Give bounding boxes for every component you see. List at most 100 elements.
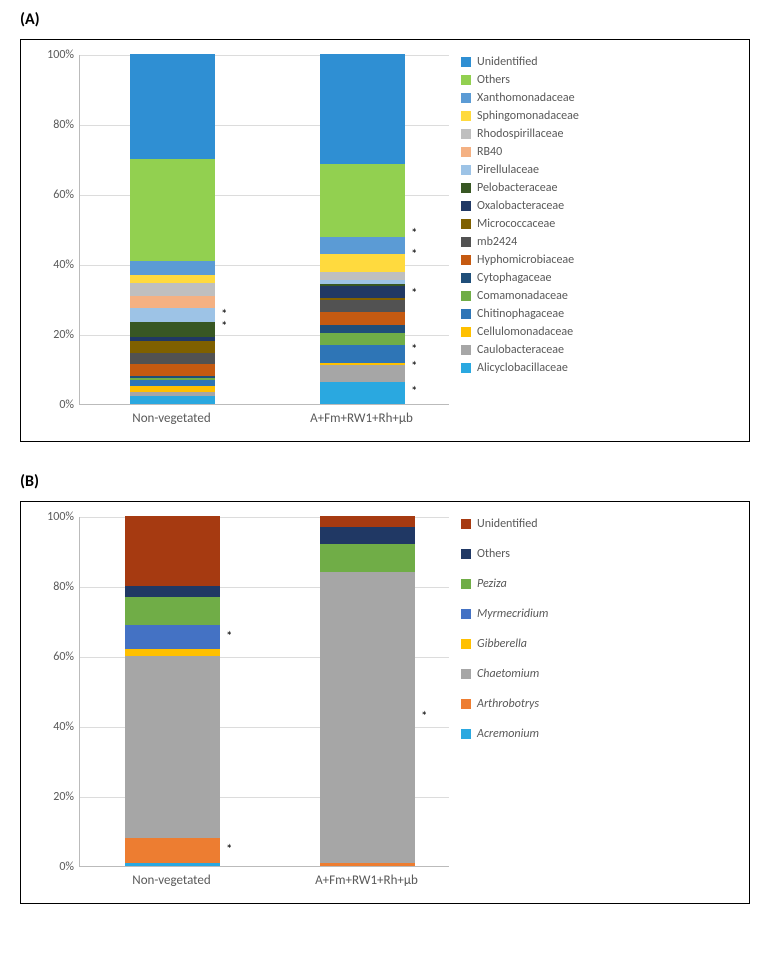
legend-swatch: [461, 237, 471, 247]
asterisk: *: [411, 360, 417, 375]
legend-swatch: [461, 111, 471, 121]
y-tick-label: 40%: [53, 258, 80, 272]
legend-item: Unidentified: [461, 55, 579, 69]
asterisk: *: [226, 843, 232, 858]
segment-chaetomium: [320, 572, 415, 863]
legend-label: Others: [477, 547, 510, 561]
segment-arthrobotrys: [320, 863, 415, 867]
legend-item: Hyphomicrobiaceae: [461, 253, 579, 267]
legend-label: Others: [477, 73, 510, 87]
segment-caulobacteraceae: [320, 365, 405, 381]
segment-peziza: [320, 544, 415, 572]
legend-item: Chaetomium: [461, 667, 548, 681]
segment-rhodospirillaceae: [130, 283, 215, 297]
panel-a-label: (A): [0, 0, 770, 34]
legend-item: Unidentified: [461, 517, 548, 531]
legend-label: Rhodospirillaceae: [477, 127, 564, 141]
segment-micrococcaceae: [130, 341, 215, 353]
segment-alicyclobacillaceae: [320, 382, 405, 404]
bar-1: [320, 516, 415, 866]
legend-swatch: [461, 291, 471, 301]
panel-b-label: (B): [0, 462, 770, 496]
legend-item: Gibberella: [461, 637, 548, 651]
legend-label: Hyphomicrobiaceae: [477, 253, 574, 267]
x-category-label: A+Fm+RW1+Rh+µb: [315, 873, 418, 888]
legend-item: Caulobacteraceae: [461, 343, 579, 357]
legend-label: Alicyclobacillaceae: [477, 361, 568, 375]
legend-item: Chitinophagaceae: [461, 307, 579, 321]
legend-item: Others: [461, 73, 579, 87]
legend-item: Pirellulaceae: [461, 163, 579, 177]
segment-alicyclobacillaceae: [130, 396, 215, 404]
segment-arthrobotrys: [125, 838, 220, 863]
legend-label: RB40: [477, 145, 502, 159]
y-tick-label: 20%: [53, 328, 80, 342]
legend-swatch: [461, 363, 471, 373]
legend-swatch: [461, 183, 471, 193]
legend-swatch: [461, 165, 471, 175]
segment-sphingomonadaceae: [130, 275, 215, 283]
legend-swatch: [461, 147, 471, 157]
legend-label: Peziza: [477, 577, 507, 591]
legend-label: Arthrobotrys: [477, 697, 539, 711]
segment-unidentified: [130, 54, 215, 159]
asterisk: *: [411, 248, 417, 263]
y-tick-label: 100%: [47, 48, 80, 62]
segment-unidentified: [320, 516, 415, 527]
legend-label: Pirellulaceae: [477, 163, 539, 177]
legend-item: Xanthomonadaceae: [461, 91, 579, 105]
legend-item: Sphingomonadaceae: [461, 109, 579, 123]
y-tick-label: 0%: [59, 860, 80, 874]
legend-swatch: [461, 309, 471, 319]
chart-b-plot: 0%20%40%60%80%100%*** Non-vegetatedA+Fm+…: [79, 517, 449, 893]
segment-chaetomium: [125, 656, 220, 838]
x-category-label: Non-vegetated: [132, 411, 210, 426]
segment-pirellulaceae: [130, 308, 215, 322]
legend-label: Acremonium: [477, 727, 539, 741]
legend-label: Sphingomonadaceae: [477, 109, 579, 123]
legend-item: Myrmecridium: [461, 607, 548, 621]
segment-myrmecridium: [125, 625, 220, 650]
segment-mb2424: [320, 300, 405, 312]
legend-item: Acremonium: [461, 727, 548, 741]
segment-acremonium: [125, 863, 220, 867]
legend-label: Unidentified: [477, 517, 538, 531]
segment-unidentified: [125, 516, 220, 586]
segment-cytophagaceae: [320, 325, 405, 333]
legend-item: Rhodospirillaceae: [461, 127, 579, 141]
segment-rb40: [130, 296, 215, 308]
legend-item: Comamonadaceae: [461, 289, 579, 303]
legend-swatch: [461, 729, 471, 739]
legend-item: Oxalobacteraceae: [461, 199, 579, 213]
segment-others: [320, 527, 415, 545]
legend-item: Cellulomonadaceae: [461, 325, 579, 339]
legend-label: Cytophagaceae: [477, 271, 551, 285]
x-category-label: A+Fm+RW1+Rh+µb: [310, 411, 413, 426]
legend-item: Alicyclobacillaceae: [461, 361, 579, 375]
asterisk: *: [221, 319, 227, 334]
y-tick-label: 80%: [53, 580, 80, 594]
legend-swatch: [461, 549, 471, 559]
legend-item: RB40: [461, 145, 579, 159]
bar-1: [320, 54, 405, 404]
segment-unidentified: [320, 54, 405, 164]
y-tick-label: 60%: [53, 188, 80, 202]
legend-label: Comamonadaceae: [477, 289, 568, 303]
segment-xanthomonadaceae: [130, 261, 215, 275]
segment-others: [320, 164, 405, 237]
legend-label: Unidentified: [477, 55, 538, 69]
asterisk: *: [411, 384, 417, 399]
legend-label: Xanthomonadaceae: [477, 91, 575, 105]
asterisk: *: [411, 227, 417, 242]
segment-hyphomicrobiaceae: [320, 312, 405, 324]
legend-swatch: [461, 255, 471, 265]
legend-swatch: [461, 639, 471, 649]
y-tick-label: 20%: [53, 790, 80, 804]
bar-0: [130, 54, 215, 404]
legend-label: Chitinophagaceae: [477, 307, 564, 321]
y-tick-label: 80%: [53, 118, 80, 132]
segment-pelobacteraceae: [130, 322, 215, 338]
legend-label: Micrococcaceae: [477, 217, 555, 231]
bar-0: [125, 516, 220, 866]
chart-a-plot: 0%20%40%60%80%100%******** Non-vegetated…: [79, 55, 449, 431]
